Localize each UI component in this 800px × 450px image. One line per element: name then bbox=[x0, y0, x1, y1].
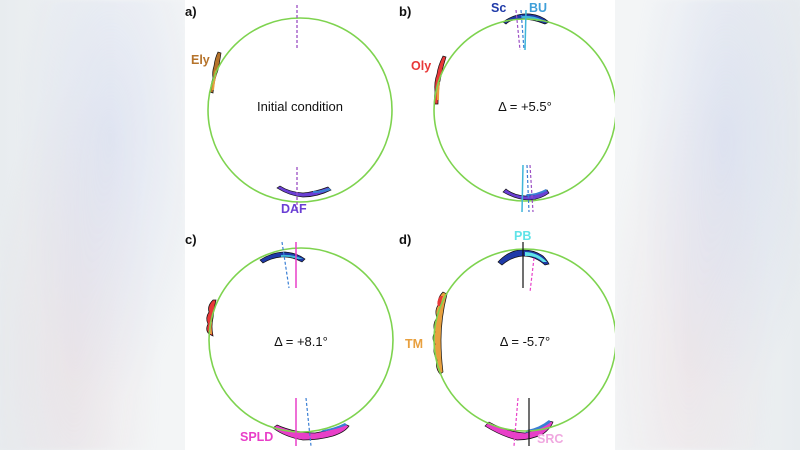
figure-svg: a) Initial condition Ely DAF b) bbox=[185, 1, 615, 447]
panel-b-oly-region bbox=[434, 55, 447, 105]
panel-a: a) Initial condition Ely DAF bbox=[185, 4, 393, 216]
panel-b-axis-bottom-cyan bbox=[521, 164, 524, 213]
panel-c-spld-label: SPLD bbox=[240, 430, 273, 444]
panel-d-pb-label: PB bbox=[514, 229, 531, 243]
panel-d-south-cap-blue bbox=[525, 420, 551, 433]
panel-b-south-cap-blue bbox=[525, 189, 547, 196]
panel-c-letter: c) bbox=[185, 232, 197, 247]
background-blur-right bbox=[615, 0, 800, 450]
panel-d-axis-bottom-magenta bbox=[513, 397, 519, 447]
panel-b: b) Δ = +5.5° Sc BU Oly bbox=[399, 1, 615, 213]
panel-d-west-inner bbox=[437, 296, 443, 306]
panel-d-north-cap bbox=[497, 249, 550, 266]
panel-c: c) Δ = +8.1° SPLD bbox=[185, 232, 394, 447]
panel-c-axis-top-blue bbox=[281, 241, 290, 289]
panel-c-south-cap bbox=[272, 423, 350, 441]
panel-b-axis-bottom-purple bbox=[529, 164, 534, 213]
panel-d-axis-top-magenta bbox=[529, 257, 535, 293]
panel-b-circle bbox=[433, 18, 615, 202]
panel-a-circle bbox=[207, 17, 393, 203]
panel-b-axis-top-blue bbox=[520, 9, 525, 51]
panel-c-south-cap-blue bbox=[320, 423, 347, 432]
panel-c-north-cap-light bbox=[281, 254, 303, 259]
panel-a-ely-label: Ely bbox=[191, 53, 210, 67]
panel-b-center-label: Δ = +5.5° bbox=[498, 99, 552, 114]
panel-b-bu-label: BU bbox=[529, 1, 547, 15]
panel-d-tm-label: TM bbox=[405, 337, 423, 351]
background-blur-left bbox=[0, 0, 185, 450]
panel-b-axis-bottom-blue bbox=[526, 164, 530, 213]
panel-a-letter: a) bbox=[185, 4, 197, 19]
panel-a-daf-region bbox=[276, 185, 332, 198]
panel-d-circle bbox=[433, 248, 615, 432]
panel-b-sc-label: Sc bbox=[491, 1, 506, 15]
panel-b-south-cap bbox=[502, 188, 550, 201]
panel-d-center-label: Δ = -5.7° bbox=[500, 334, 550, 349]
panel-c-north-cap bbox=[259, 251, 306, 264]
panel-b-axis-top-cyan bbox=[524, 9, 527, 51]
panel-c-circle bbox=[208, 247, 394, 433]
panel-b-axis-top-purple bbox=[515, 9, 521, 51]
panel-d-west-region bbox=[432, 291, 448, 375]
panel-a-daf-region-edge bbox=[313, 188, 331, 193]
panel-c-center-label: Δ = +8.1° bbox=[274, 334, 328, 349]
panel-d-letter: d) bbox=[399, 232, 411, 247]
panel-d-north-cap-cyan bbox=[525, 252, 547, 262]
panel-c-axis-bottom-blue bbox=[305, 397, 312, 447]
figure-panel: a) Initial condition Ely DAF b) bbox=[185, 0, 615, 450]
panel-d-src-label: SRC bbox=[537, 432, 563, 446]
panel-a-center-label: Initial condition bbox=[257, 99, 343, 114]
panel-d: d) Δ = -5.7° PB TM SRC bbox=[399, 229, 615, 447]
panel-a-daf-label: DAF bbox=[281, 202, 307, 216]
panel-b-oly-label: Oly bbox=[411, 59, 431, 73]
panel-b-letter: b) bbox=[399, 4, 411, 19]
